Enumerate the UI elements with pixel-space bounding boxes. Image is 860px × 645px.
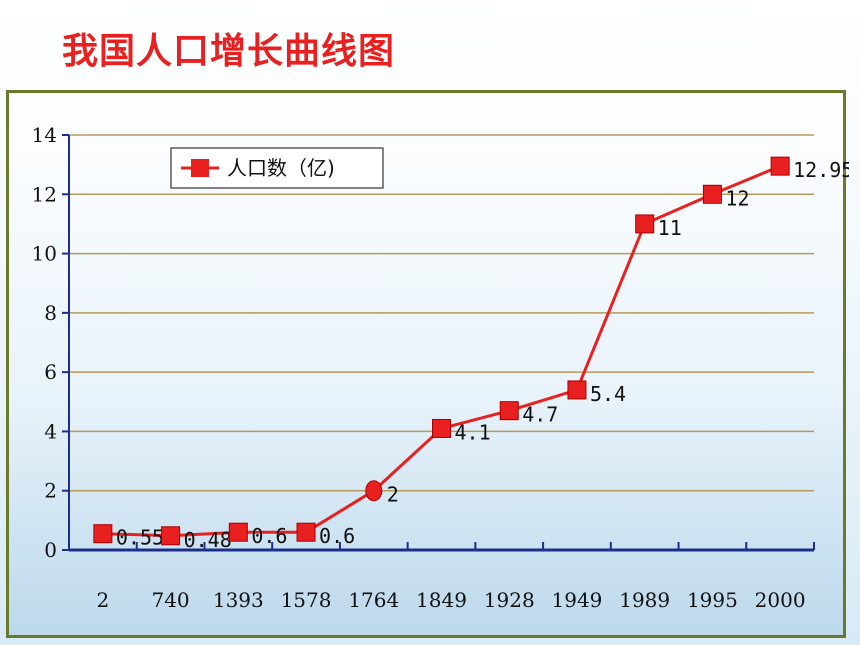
data-point-marker bbox=[432, 418, 451, 438]
data-label: 4.7 bbox=[522, 403, 558, 427]
y-tick-label: 14 bbox=[32, 123, 57, 147]
x-tick-label: 2000 bbox=[755, 588, 806, 612]
x-tick-label: 1393 bbox=[213, 588, 264, 612]
data-label: 11 bbox=[658, 216, 682, 240]
data-label: 0.6 bbox=[319, 524, 355, 548]
data-point-marker bbox=[161, 526, 181, 546]
x-tick-label: 1989 bbox=[619, 588, 670, 612]
data-label: 0.55 bbox=[116, 526, 164, 550]
legend-label: 人口数（亿) bbox=[227, 156, 335, 180]
data-point-marker bbox=[702, 184, 722, 204]
data-point-marker bbox=[770, 156, 790, 176]
population-line-chart: 0 2 4 6 8 10 12 14 2 740 1393 1578 1764 1849 1928 1949 1… bbox=[32, 123, 849, 612]
data-label: 4.1 bbox=[455, 420, 491, 444]
y-tick-label: 4 bbox=[44, 419, 57, 443]
data-label: 12 bbox=[725, 186, 749, 210]
page-title: 我国人口增长曲线图 bbox=[62, 31, 396, 72]
legend-swatch-marker bbox=[191, 159, 209, 177]
data-point-marker bbox=[635, 214, 655, 234]
data-point-marker bbox=[93, 524, 113, 544]
y-tick-label: 0 bbox=[44, 538, 57, 562]
x-tick-label: 740 bbox=[151, 588, 189, 612]
y-tick-label: 10 bbox=[32, 242, 57, 266]
data-label: 0.48 bbox=[184, 528, 232, 552]
y-tick-label: 8 bbox=[44, 301, 57, 325]
x-tick-label: 1928 bbox=[484, 588, 535, 612]
data-label: 2 bbox=[387, 483, 399, 507]
y-tick-label: 6 bbox=[44, 360, 57, 384]
x-tick-label: 1949 bbox=[552, 588, 603, 612]
y-tick-label: 12 bbox=[32, 182, 57, 206]
x-tick-label: 1764 bbox=[348, 588, 399, 612]
data-label: 12.95 bbox=[793, 158, 849, 182]
data-point-marker bbox=[499, 401, 519, 421]
x-tick-label: 1849 bbox=[416, 588, 467, 612]
data-point-marker bbox=[567, 380, 587, 400]
data-label: 5.4 bbox=[590, 382, 626, 406]
data-point-marker bbox=[296, 522, 316, 542]
data-label: 0.6 bbox=[251, 524, 287, 548]
chart-frame: 0 2 4 6 8 10 12 14 2 740 1393 1578 1764 1849 1928 1949 1… bbox=[6, 90, 849, 638]
x-tick-label: 1995 bbox=[687, 588, 738, 612]
x-tick-label: 1578 bbox=[281, 588, 332, 612]
data-point-marker bbox=[228, 522, 248, 542]
y-tick-label: 2 bbox=[44, 479, 57, 503]
x-tick-label: 2 bbox=[96, 588, 109, 612]
data-point-marker bbox=[365, 480, 383, 502]
